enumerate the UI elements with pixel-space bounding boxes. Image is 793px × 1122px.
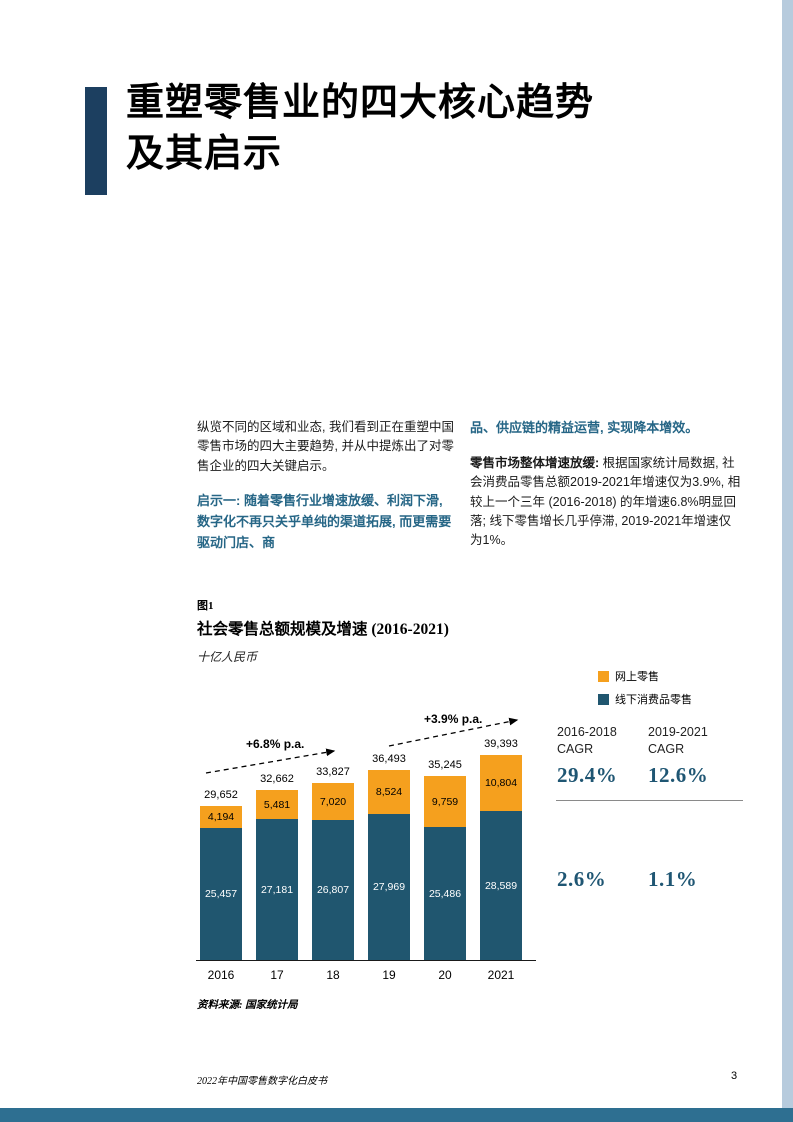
cagr-header-years: 2016-2018 (557, 725, 617, 739)
page-bottom-bar (0, 1108, 793, 1122)
online-segment: 9,759 (424, 776, 466, 827)
offline-segment: 26,807 (312, 820, 354, 960)
source-note: 资料来源: 国家统计局 (197, 1000, 298, 1011)
legend-item-offline: 线下消费品零售 (598, 691, 692, 707)
legend-label-online: 网上零售 (615, 671, 659, 683)
paragraph-body-text: 根据国家统计局数据, 社会消费品零售总额2019-2021年增速仅为3.9%, … (470, 455, 741, 548)
online-segment: 7,020 (312, 783, 354, 820)
offline-legend-swatch (598, 693, 609, 705)
bar-2021: 39,393 10,804 28,589 2021 (480, 738, 522, 982)
online-legend-swatch (598, 670, 609, 682)
bar-total-label: 29,652 (204, 789, 238, 801)
bar-total-label: 33,827 (316, 766, 350, 778)
x-axis-label: 2016 (207, 968, 235, 982)
legend-label-offline: 线下消费品零售 (615, 694, 692, 706)
insight-one-continued: 品、供应链的精益运营, 实现降本增效。 (470, 420, 699, 435)
online-segment: 8,524 (368, 770, 410, 814)
footer-page-number: 3 (731, 1070, 738, 1082)
figure-title: 社会零售总额规模及增速 (2016-2021) (197, 621, 449, 638)
cagr-header-years: 2019-2021 (648, 725, 708, 739)
insight-one-paragraph: 启示一: 随着零售行业增速放缓、利润下滑, 数字化不再只关乎单纯的渠道拓展, 而… (197, 493, 452, 550)
figure-tag: 图1 (197, 600, 214, 612)
x-axis-label: 18 (326, 968, 340, 982)
bar-total-label: 36,493 (372, 753, 406, 765)
bar-18: 33,827 7,020 26,807 18 (312, 755, 354, 982)
x-axis-label: 19 (382, 968, 396, 982)
cagr-header-2016-2018: 2016-2018 CAGR (557, 724, 617, 758)
cagr-divider-line (556, 800, 743, 801)
growth-arrows (205, 717, 519, 774)
growth-annotation-2016-2018: +6.8% p.a. (246, 737, 305, 751)
x-axis-line (196, 960, 536, 961)
offline-segment: 25,486 (424, 827, 466, 960)
x-axis-label: 20 (438, 968, 452, 982)
online-segment: 4,194 (200, 806, 242, 828)
online-segment: 5,481 (256, 790, 298, 819)
cagr-header-label: CAGR (557, 741, 594, 756)
x-axis-label: 17 (270, 968, 284, 982)
cagr-online-2019-2021: 12.6% (648, 763, 709, 787)
intro-paragraph: 纵览不同的区域和业态, 我们看到正在重塑中国零售市场的四大主要趋势, 并从中提炼… (197, 420, 454, 473)
chart-legend: 网上零售 线下消费品零售 (598, 668, 692, 714)
x-axis-label: 2021 (487, 968, 515, 982)
cagr-header-2019-2021: 2019-2021 CAGR (648, 724, 708, 758)
offline-segment: 27,181 (256, 819, 298, 960)
page-edge-strip (782, 0, 793, 1122)
growth-annotation-2019-2021: +3.9% p.a. (424, 712, 483, 726)
page-title-line1: 重塑零售业的四大核心趋势 (126, 82, 595, 124)
online-segment: 10,804 (480, 755, 522, 811)
bar-total-label: 35,245 (428, 759, 462, 771)
cagr-online-2016-2018: 29.4% (557, 763, 618, 787)
legend-item-online: 网上零售 (598, 668, 692, 684)
paragraph-lead-bold: 零售市场整体增速放缓: (470, 455, 600, 470)
footer-document-title: 2022年中国零售数字化白皮书 (197, 1076, 327, 1087)
stacked-bar-chart: 29,652 4,194 25,457 2016 32,662 5,481 27,181 17… (200, 738, 536, 982)
offline-segment: 25,457 (200, 828, 242, 960)
bar-20: 35,245 9,759 25,486 20 (424, 755, 466, 982)
bar-17: 32,662 5,481 27,181 17 (256, 755, 298, 982)
page-title-line2: 及其启示 (126, 132, 283, 175)
growth-arrow-2016-2018 (205, 748, 336, 774)
bar-19: 36,493 8,524 27,969 19 (368, 753, 410, 982)
cagr-header-label: CAGR (648, 741, 685, 756)
intro-column-left: 纵览不同的区域和业态, 我们看到正在重塑中国零售市场的四大主要趋势, 并从中提炼… (197, 418, 459, 554)
cagr-offline-2019-2021: 1.1% (648, 867, 698, 891)
page-title: 重塑零售业的四大核心趋势 及其启示 (126, 78, 766, 180)
bar-2016: 29,652 4,194 25,457 2016 (200, 755, 242, 982)
cagr-offline-2016-2018: 2.6% (557, 867, 607, 891)
intro-column-right: 品、供应链的精益运营, 实现降本增效。 零售市场整体增速放缓: 根据国家统计局数… (470, 418, 742, 551)
bar-total-label: 39,393 (484, 738, 518, 750)
offline-segment: 27,969 (368, 814, 410, 960)
market-growth-paragraph: 零售市场整体增速放缓: 根据国家统计局数据, 社会消费品零售总额2019-202… (470, 454, 742, 551)
title-accent-bar (85, 87, 107, 195)
growth-arrow-2019-2021 (388, 717, 519, 747)
figure-unit-label: 十亿人民币 (197, 650, 258, 664)
bar-total-label: 32,662 (260, 773, 294, 785)
offline-segment: 28,589 (480, 811, 522, 960)
